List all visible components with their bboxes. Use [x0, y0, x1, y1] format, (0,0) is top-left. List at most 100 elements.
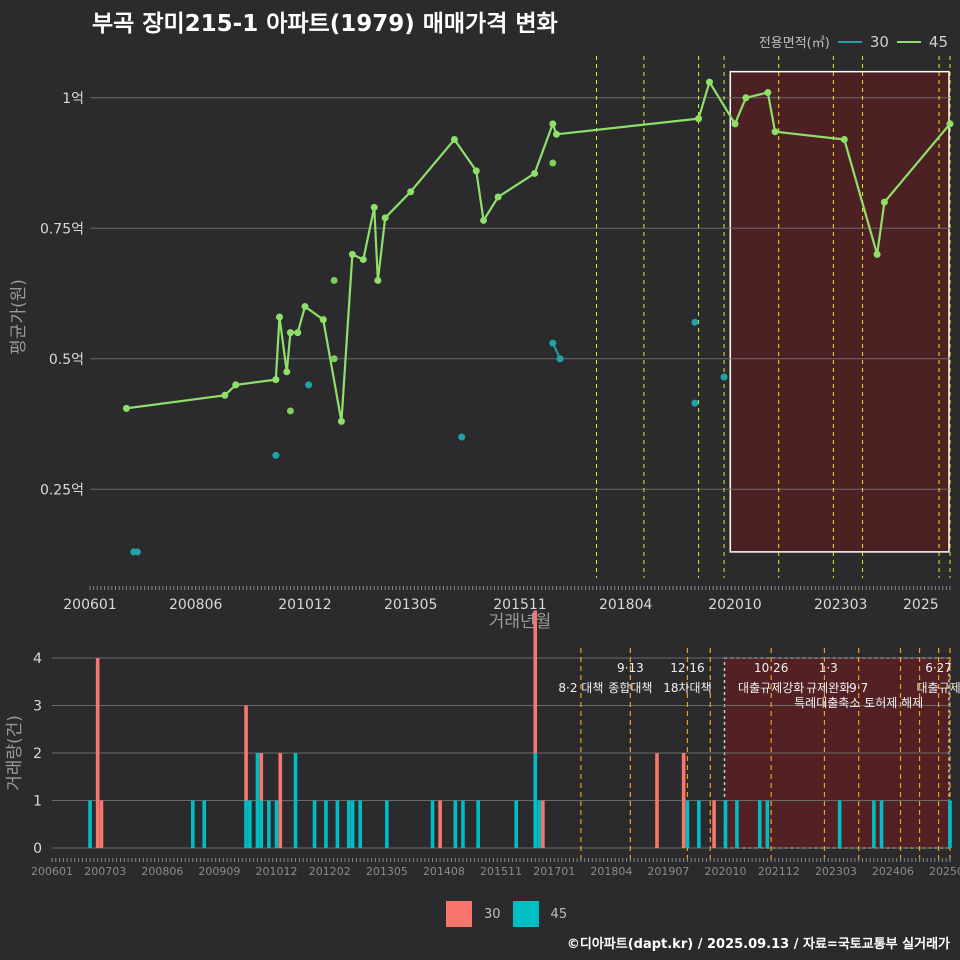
series-30-point [272, 451, 280, 459]
bar-45 [274, 800, 279, 848]
bar-45 [385, 800, 389, 848]
x-tick-label: 202112 [758, 865, 800, 878]
bar-45 [765, 800, 770, 848]
bar-30 [99, 800, 104, 848]
x-tick-label: 200601 [31, 865, 73, 878]
series-45-point [330, 355, 338, 363]
volume-chart-panel: 0 1 2 3 4 8·2 대책 9·13 종합대책 12·16 18차대책 10·26 대출규제강화… [5, 610, 960, 878]
series-45-point [771, 128, 779, 136]
series-45-point [494, 193, 502, 201]
bar-45 [879, 800, 884, 848]
policy-annotation: 대출규제 [916, 681, 960, 695]
bar-45 [346, 800, 351, 848]
series-45-point [880, 198, 888, 206]
series-30-point [549, 339, 557, 347]
policy-annotation: 10·26 [754, 661, 788, 675]
series-45-line [126, 80, 951, 423]
series-45-point [764, 89, 772, 97]
x-tick-label: 200703 [84, 865, 126, 878]
legend-box-30 [446, 901, 472, 927]
series-45-point [381, 214, 389, 222]
bar-45 [735, 800, 739, 848]
policy-annotation: 대출규제강화 [738, 681, 804, 695]
bar-45 [259, 800, 264, 848]
x-tick-label: 201012 [278, 597, 331, 613]
bar-30 [541, 800, 545, 848]
bar-45 [324, 800, 328, 848]
policy-annotation: 규제완화 [806, 681, 850, 695]
x-tick-label: 200806 [169, 597, 223, 613]
x-tick-label: 201804 [590, 865, 632, 878]
bar-45 [430, 800, 435, 848]
policy-annotation: 9·7 [849, 681, 868, 695]
x-tick-label: 200806 [141, 865, 183, 878]
series-45-point [301, 303, 309, 311]
y-tick-label: 4 [33, 651, 42, 667]
bar-45 [533, 753, 538, 848]
bar-30 [95, 658, 100, 848]
x-tick-label: 202010 [705, 865, 747, 878]
y-axis-title: 거래량(건) [5, 715, 25, 791]
legend-title: 전용면적(㎡) [758, 36, 830, 51]
bar-45 [461, 800, 465, 848]
x-tick-label: 200601 [63, 597, 116, 613]
bar-45 [697, 800, 701, 848]
y-tick-label: 0.5억 [49, 352, 84, 368]
bar-30 [681, 753, 686, 848]
policy-annotation: 18차대책 [663, 680, 711, 695]
legend-bottom-label-30: 30 [484, 906, 501, 922]
bar-45 [244, 800, 248, 848]
series-45-point [472, 167, 480, 175]
series-45-point [272, 376, 280, 384]
y-axis-title: 평균가(원) [9, 279, 29, 355]
series-45-point [840, 136, 848, 144]
legend-label-45: 45 [928, 32, 948, 51]
series-45-point [873, 250, 881, 258]
series-30-point [691, 399, 699, 407]
x-tick-label: 201305 [384, 597, 437, 613]
series-45-point [348, 250, 356, 258]
series-45-point [221, 391, 229, 399]
bar-30 [533, 610, 538, 753]
series-45-point [705, 78, 713, 86]
x-tick-label: 201511 [480, 865, 522, 878]
series-45-point [275, 313, 283, 321]
series-45-point [122, 404, 130, 412]
highlight-region [729, 70, 950, 553]
series-45-point [549, 120, 557, 128]
bar-45 [948, 800, 952, 848]
policy-annotation: 6·27 [925, 661, 952, 675]
bar-45 [537, 800, 541, 848]
x-tick-label: 2025 [903, 597, 939, 613]
series-45-point [337, 417, 345, 425]
policy-annotation: 8·2 대책 [558, 680, 603, 695]
policy-annotation: 9·13 [617, 661, 644, 675]
bar-45 [453, 800, 458, 848]
bar-45 [872, 800, 876, 848]
series-45-point [286, 329, 294, 337]
x-tick-label: 200909 [198, 865, 240, 878]
y-tick-label: 0.75억 [40, 221, 84, 237]
series-45-point [946, 120, 954, 128]
bar-45 [476, 800, 480, 848]
legend-top: 전용면적(㎡) 30 45 [758, 32, 948, 52]
series-30-point [556, 355, 564, 363]
y-tick-label: 0 [33, 841, 42, 857]
bar-45 [358, 800, 363, 848]
bar-45 [837, 800, 842, 848]
policy-annotation: 12·16 [670, 661, 704, 675]
bar-45 [312, 800, 317, 848]
policy-annotation: 1·3 [819, 661, 838, 675]
series-45-point [407, 188, 415, 196]
series-45-point [283, 368, 291, 376]
bar-45 [248, 800, 252, 848]
series-45-point [330, 276, 338, 284]
x-tick-label: 202406 [872, 865, 914, 878]
bar-45 [88, 800, 92, 848]
legend-label-30: 30 [869, 32, 889, 51]
series-45-point [531, 169, 539, 177]
bar-30 [244, 705, 248, 801]
series-45-point [286, 407, 294, 415]
bar-30 [712, 800, 716, 848]
policy-annotation: 특례대출축소 토허제 해제 [794, 696, 923, 710]
